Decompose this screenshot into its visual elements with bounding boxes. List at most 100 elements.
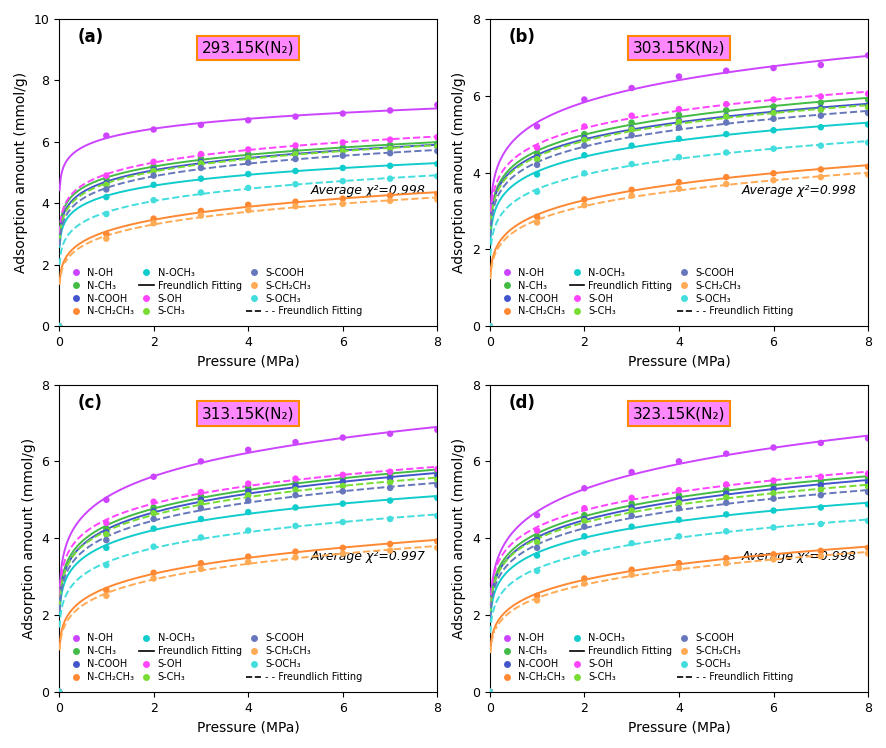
Point — [431, 463, 445, 475]
Point — [530, 542, 544, 554]
Point — [194, 502, 208, 514]
Point — [241, 114, 255, 126]
Legend: N-OH, N-CH₃, N-COOH, N-CH₂CH₃, N-OCH₃, Freundlich Fitting, S-OH, S-CH₃, S-COOH, : N-OH, N-CH₃, N-COOH, N-CH₂CH₃, N-OCH₃, F… — [64, 628, 367, 687]
Point — [483, 320, 497, 332]
Point — [336, 476, 350, 488]
Point — [813, 501, 828, 513]
X-axis label: Pressure (MPa): Pressure (MPa) — [627, 355, 730, 369]
Point — [719, 98, 734, 110]
Point — [99, 528, 113, 540]
Point — [719, 448, 734, 460]
X-axis label: Pressure (MPa): Pressure (MPa) — [627, 720, 730, 734]
Point — [336, 432, 350, 444]
Point — [383, 105, 397, 117]
Point — [483, 320, 497, 332]
Point — [813, 104, 828, 116]
Point — [813, 479, 828, 491]
Point — [336, 162, 350, 174]
Point — [52, 686, 66, 698]
Point — [289, 111, 303, 123]
Point — [241, 556, 255, 568]
Point — [672, 116, 686, 128]
Point — [383, 189, 397, 201]
Point — [672, 497, 686, 509]
Point — [194, 531, 208, 543]
Point — [289, 196, 303, 208]
Point — [383, 139, 397, 151]
Point — [99, 527, 113, 539]
Point — [289, 484, 303, 496]
Point — [625, 140, 639, 152]
Text: (a): (a) — [78, 28, 104, 46]
Text: (d): (d) — [509, 393, 535, 411]
Point — [672, 493, 686, 505]
Point — [625, 123, 639, 135]
Point — [530, 534, 544, 546]
Point — [483, 320, 497, 332]
Point — [194, 173, 208, 185]
Point — [52, 686, 66, 698]
Point — [625, 564, 639, 576]
Point — [383, 160, 397, 172]
Point — [530, 595, 544, 607]
Point — [431, 188, 445, 200]
Point — [578, 168, 592, 180]
Point — [194, 490, 208, 502]
Point — [719, 117, 734, 129]
Point — [431, 171, 445, 183]
Point — [431, 542, 445, 554]
Point — [194, 494, 208, 506]
Point — [483, 320, 497, 332]
Point — [625, 568, 639, 580]
Point — [530, 168, 544, 180]
Point — [99, 542, 113, 554]
Point — [336, 472, 350, 484]
Point — [336, 175, 350, 187]
Point — [146, 165, 160, 177]
Point — [813, 470, 828, 482]
Point — [289, 148, 303, 160]
Point — [241, 551, 255, 562]
Point — [431, 424, 445, 436]
Point — [383, 194, 397, 206]
Point — [431, 492, 445, 504]
Point — [719, 110, 734, 122]
X-axis label: Pressure (MPa): Pressure (MPa) — [197, 720, 299, 734]
Point — [99, 183, 113, 195]
Legend: N-OH, N-CH₃, N-COOH, N-CH₂CH₃, N-OCH₃, Freundlich Fitting, S-OH, S-CH₃, S-COOH, : N-OH, N-CH₃, N-COOH, N-CH₂CH₃, N-OCH₃, F… — [494, 628, 797, 687]
Point — [383, 513, 397, 525]
Point — [578, 199, 592, 211]
Point — [194, 162, 208, 174]
Point — [99, 584, 113, 596]
Point — [625, 123, 639, 135]
Point — [861, 468, 875, 479]
Point — [719, 104, 734, 116]
Point — [383, 428, 397, 440]
Point — [766, 113, 781, 125]
Point — [99, 179, 113, 191]
Point — [813, 96, 828, 108]
Point — [530, 530, 544, 542]
Point — [483, 686, 497, 698]
Point — [813, 59, 828, 71]
Point — [146, 217, 160, 229]
Point — [625, 129, 639, 141]
Point — [336, 516, 350, 528]
Point — [194, 486, 208, 498]
Point — [766, 483, 781, 495]
Point — [672, 122, 686, 134]
Point — [530, 153, 544, 165]
Point — [483, 686, 497, 698]
Point — [289, 473, 303, 485]
Point — [146, 156, 160, 168]
Point — [336, 542, 350, 554]
Point — [241, 485, 255, 497]
Point — [766, 124, 781, 136]
Point — [52, 320, 66, 332]
Point — [483, 686, 497, 698]
Point — [530, 216, 544, 228]
Point — [530, 120, 544, 132]
Point — [766, 548, 781, 560]
Point — [289, 153, 303, 165]
Point — [431, 469, 445, 481]
